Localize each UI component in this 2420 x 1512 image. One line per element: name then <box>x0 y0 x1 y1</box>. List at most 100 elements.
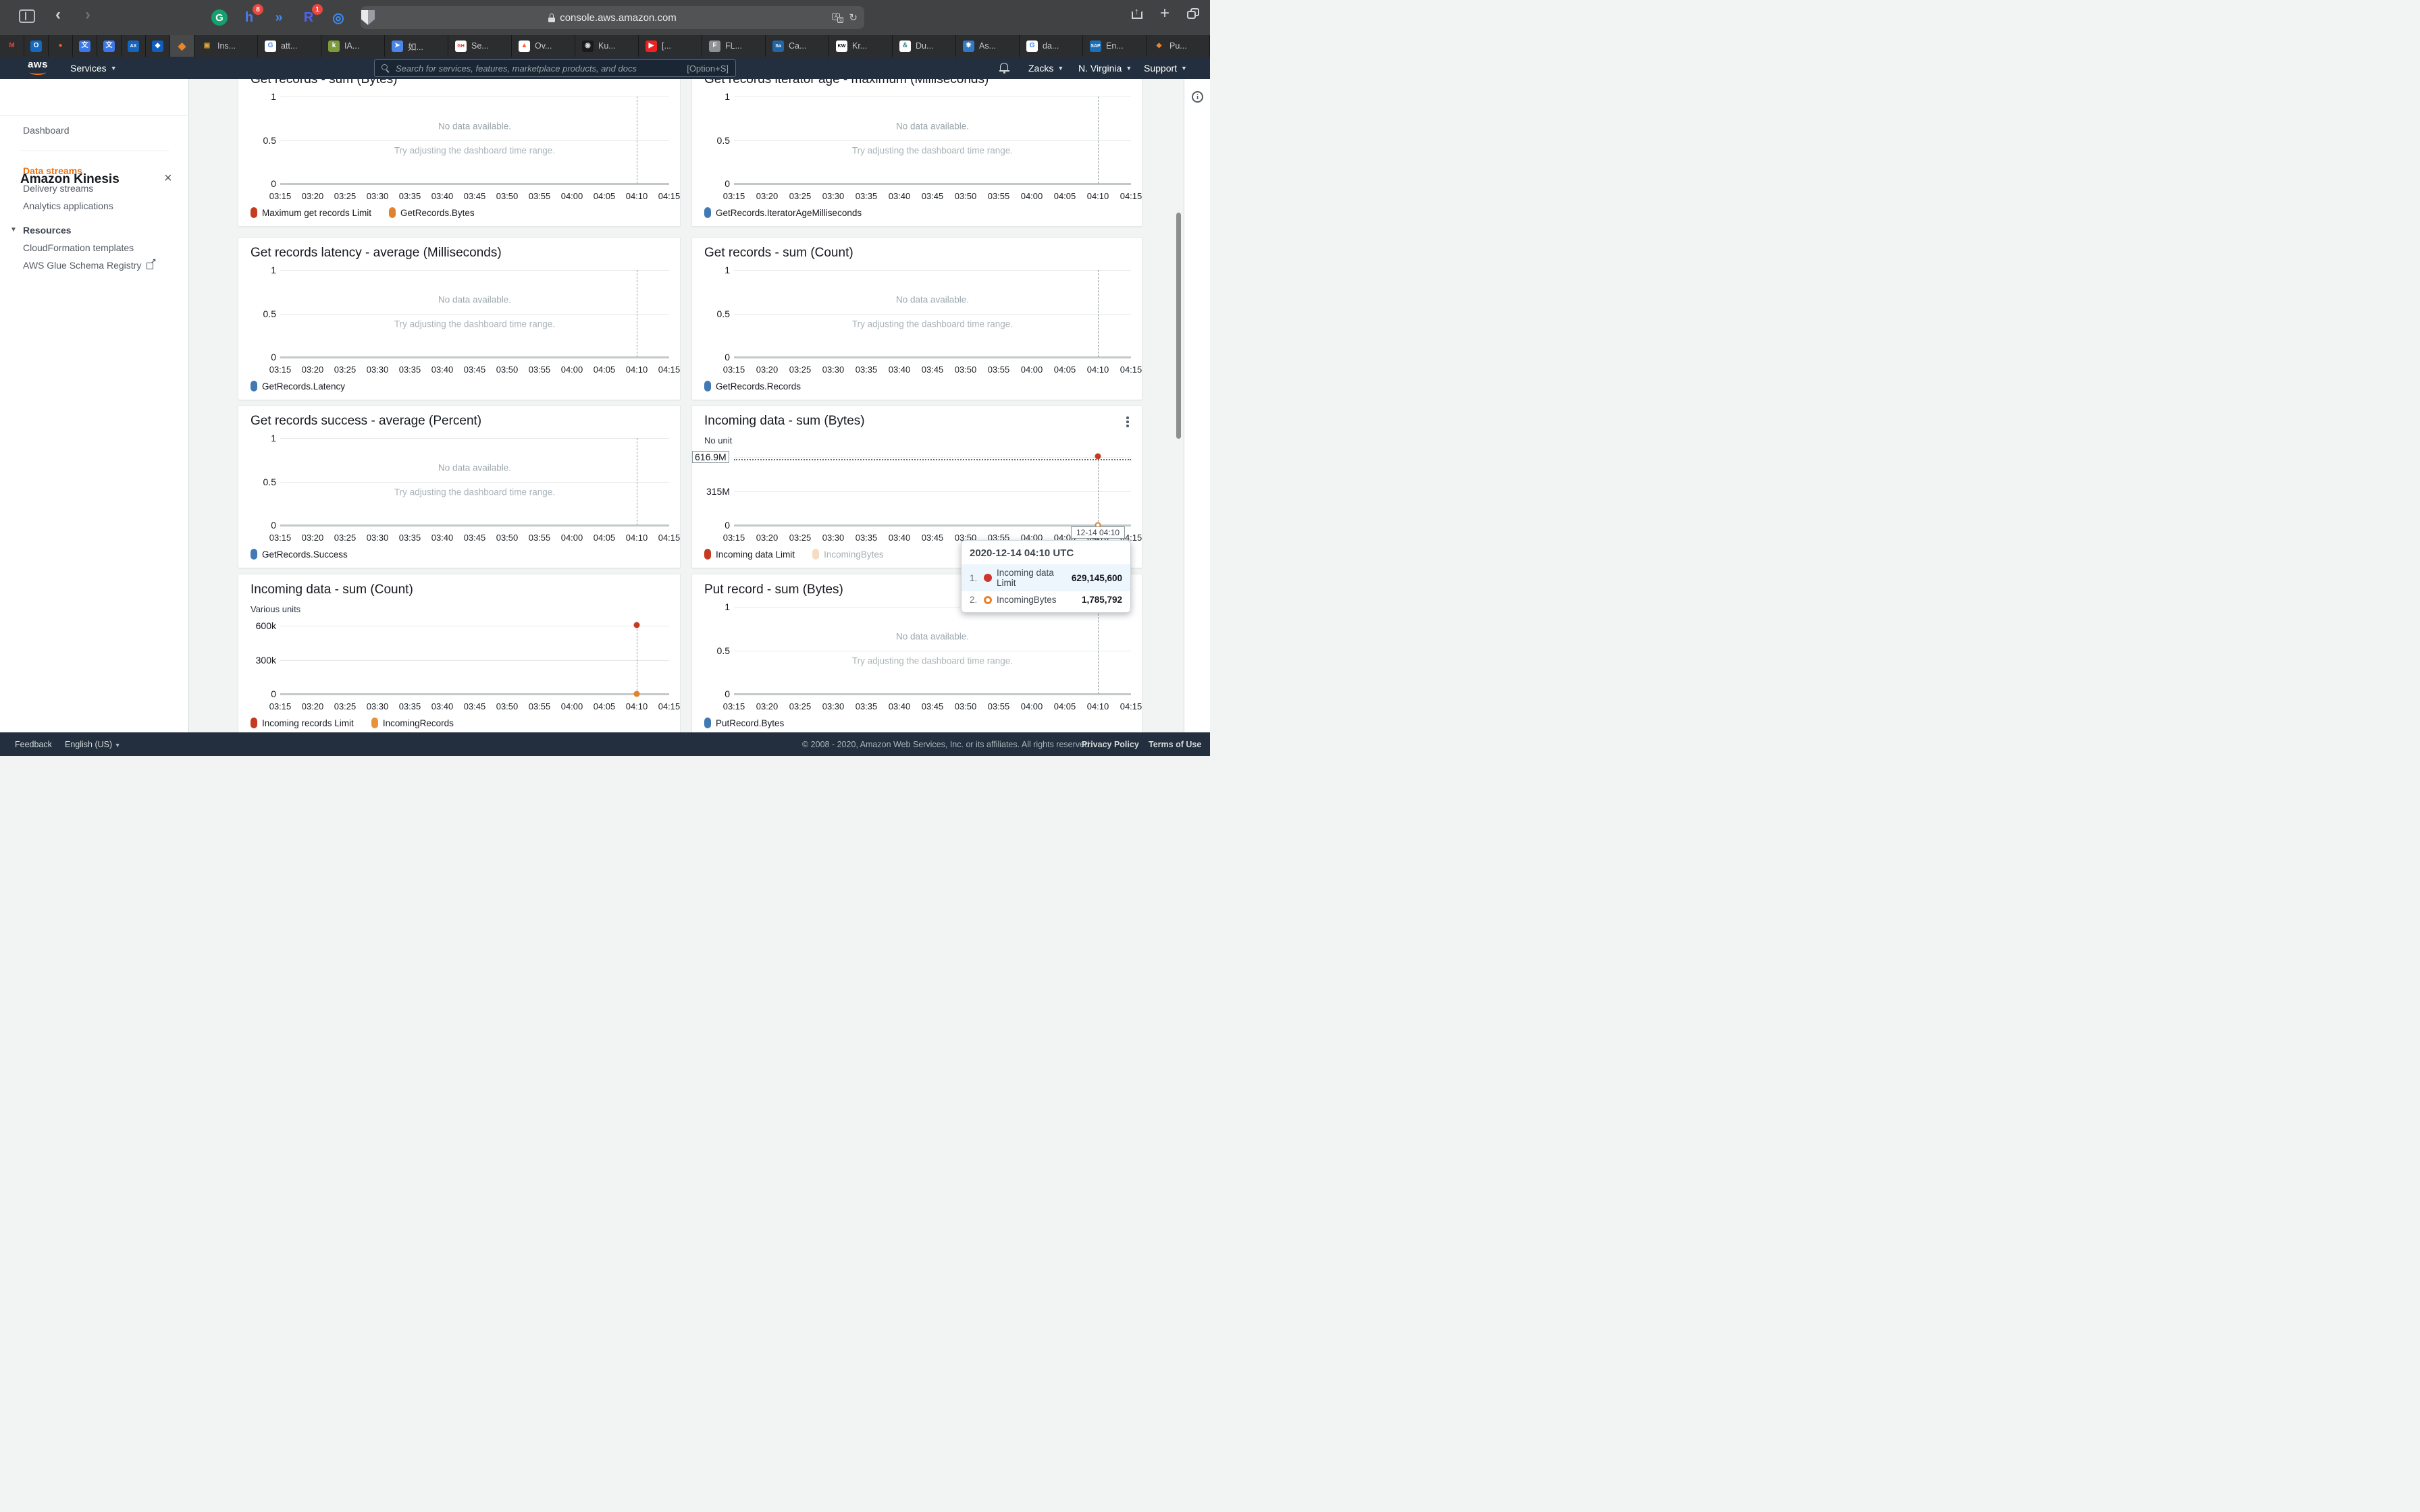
chart-title: Incoming data - sum (Count) <box>251 583 413 597</box>
empty-state-line1: No data available. <box>438 294 512 305</box>
pinned-tab-amex[interactable]: AX <box>122 35 146 57</box>
tab-favicon: 文 <box>103 40 115 52</box>
gridline <box>280 481 669 483</box>
empty-state-line1: No data available. <box>895 631 970 642</box>
extension-autoplay-icon[interactable]: » <box>275 9 283 25</box>
help-rail: i <box>1184 79 1210 732</box>
legend-swatch <box>251 381 257 392</box>
chart-menu-icon[interactable] <box>1123 416 1132 427</box>
x-tick: 03:35 <box>855 191 878 201</box>
x-tick: 04:15 <box>658 364 681 375</box>
extension-grammarly-icon[interactable]: G <box>211 9 228 26</box>
scrollbar-thumb[interactable] <box>1176 213 1181 439</box>
sidebar-close-icon[interactable]: × <box>164 171 172 186</box>
x-tick: 03:30 <box>822 364 845 375</box>
tab-5[interactable]: GH Se... <box>448 35 512 57</box>
x-tick: 03:45 <box>463 191 486 201</box>
legend-swatch <box>251 549 257 560</box>
sidebar-item-glue-schema-registry[interactable]: AWS Glue Schema Registry ↗ <box>23 258 157 271</box>
pinned-tab-translate-1[interactable]: 文 <box>73 35 97 57</box>
pinned-tab-mail-m[interactable]: M <box>0 35 24 57</box>
pinned-tab-chase[interactable]: ◆ <box>146 35 170 57</box>
language-menu[interactable]: English (US) ▼ <box>65 739 121 749</box>
sidebar-item-cloudformation-templates[interactable]: CloudFormation templates <box>23 242 134 253</box>
divider <box>0 115 189 116</box>
x-tick: 03:25 <box>789 533 812 543</box>
sidebar-section-resources[interactable]: Resources <box>23 225 72 236</box>
aws-logo[interactable]: aws <box>24 59 51 75</box>
x-tick: 04:05 <box>1053 364 1076 375</box>
tab-4[interactable]: ➤ 如... <box>385 35 448 57</box>
notifications-bell-icon[interactable] <box>999 63 1009 74</box>
back-icon[interactable]: ‹ <box>55 5 61 24</box>
tab-9[interactable]: F FL... <box>702 35 766 57</box>
tab-12[interactable]: & Du... <box>893 35 956 57</box>
x-tick: 04:15 <box>1120 364 1142 375</box>
pinned-tab-outlook[interactable]: O <box>24 35 49 57</box>
y-tick: 0 <box>725 352 730 362</box>
tab-1[interactable]: ▣ Ins... <box>194 35 258 57</box>
dashboard-charts-area: Get records - sum (Bytes) 1 0.5 0 No data av… <box>189 79 1183 732</box>
tab-6[interactable]: ▲ Ov... <box>512 35 575 57</box>
privacy-policy-link[interactable]: Privacy Policy <box>1082 739 1139 749</box>
tab-10[interactable]: Sa Ca... <box>766 35 829 57</box>
sidebar-item-delivery-streams[interactable]: Delivery streams <box>23 183 94 194</box>
external-link-icon: ↗ <box>147 258 156 269</box>
tab-favicon: AX <box>128 40 139 52</box>
sidebar-toggle-icon[interactable] <box>19 9 35 23</box>
new-tab-icon[interactable]: + <box>1159 4 1169 22</box>
chart-legend: Incoming data Limit IncomingBytes <box>704 549 884 560</box>
tab-favicon: & <box>899 40 911 52</box>
resources-expand-icon[interactable]: ▼ <box>10 226 17 234</box>
x-tick: 03:40 <box>888 364 911 375</box>
sidebar-item-data-streams[interactable]: Data streams <box>23 165 82 176</box>
x-tick: 04:15 <box>658 533 681 543</box>
reload-icon[interactable]: ↻ <box>849 12 858 24</box>
tab-3[interactable]: k IA... <box>321 35 385 57</box>
tab-label: FL... <box>725 41 743 51</box>
tab-8[interactable]: ▶ [... <box>639 35 702 57</box>
chart-title: Get records - sum (Count) <box>704 246 853 260</box>
x-tick: 03:25 <box>789 364 812 375</box>
sidebar-item-analytics-applications[interactable]: Analytics applications <box>23 200 113 211</box>
tab-7[interactable]: ◉ Ku... <box>575 35 639 57</box>
services-menu[interactable]: Services ▼ <box>70 62 117 74</box>
tab-overview-icon[interactable] <box>1187 8 1199 19</box>
pinned-tab-flame[interactable]: ● <box>49 35 73 57</box>
tab-aws-console-active[interactable]: ◆ <box>170 35 194 57</box>
pinned-tab-translate-2[interactable]: 文 <box>97 35 122 57</box>
x-tick: 03:15 <box>269 191 292 201</box>
x-tick: 04:00 <box>560 701 583 711</box>
url-text: console.aws.amazon.com <box>560 11 677 24</box>
search-input[interactable]: Search for services, features, marketpla… <box>374 59 736 77</box>
x-tick: 03:35 <box>398 701 421 711</box>
account-menu[interactable]: Zacks ▼ <box>1028 62 1064 74</box>
terms-of-use-link[interactable]: Terms of Use <box>1149 739 1202 749</box>
feedback-link[interactable]: Feedback <box>15 739 52 749</box>
region-menu[interactable]: N. Virginia ▼ <box>1078 62 1132 74</box>
x-tick: 04:10 <box>625 701 648 711</box>
gridline <box>280 438 669 439</box>
extension-shield-icon[interactable] <box>359 9 377 26</box>
tab-15[interactable]: SAP En... <box>1083 35 1147 57</box>
x-tick: 04:05 <box>593 191 616 201</box>
share-icon[interactable]: ↑ <box>1131 6 1142 19</box>
x-tick: 04:05 <box>1053 191 1076 201</box>
info-icon[interactable]: i <box>1192 91 1203 103</box>
chart-title: Get records iterator age - maximum (Mill… <box>704 79 989 86</box>
extension-ring-icon[interactable]: ◎ <box>332 10 344 26</box>
support-menu[interactable]: Support ▼ <box>1144 62 1187 74</box>
sidebar-item-dashboard[interactable]: Dashboard <box>23 125 70 136</box>
tab-11[interactable]: KW Kr... <box>829 35 893 57</box>
forward-icon[interactable]: › <box>85 5 90 24</box>
tab-13[interactable]: ❋ As... <box>956 35 1020 57</box>
tab-16[interactable]: ◆ Pu... <box>1147 35 1210 57</box>
x-tick: 03:30 <box>366 701 389 711</box>
x-tick: 03:55 <box>987 701 1010 711</box>
